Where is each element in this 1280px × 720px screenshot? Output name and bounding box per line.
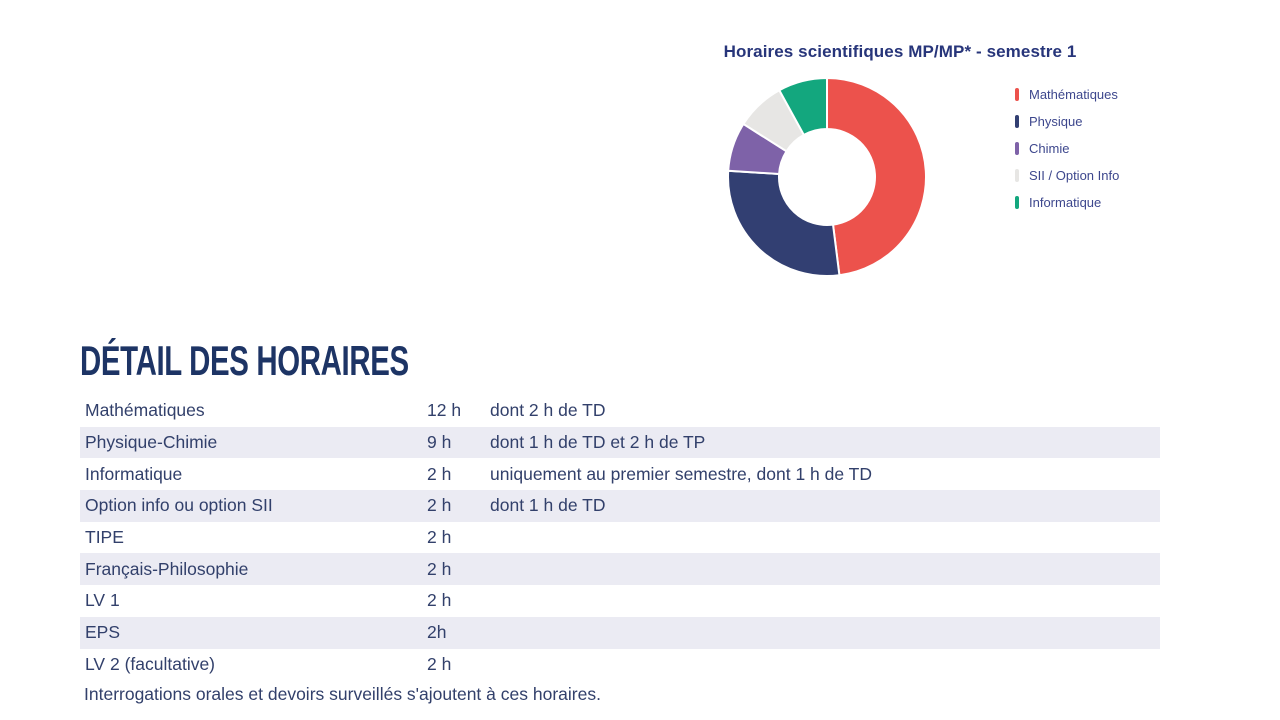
cell-note: dont 1 h de TD — [490, 495, 606, 516]
cell-subject: EPS — [85, 622, 121, 643]
cell-note: dont 2 h de TD — [490, 400, 606, 421]
legend-marker-icon — [1015, 195, 1019, 209]
cell-subject: LV 2 (facultative) — [85, 653, 216, 674]
cell-subject: LV 1 — [85, 590, 120, 611]
legend-label: Mathématiques — [1029, 86, 1118, 102]
legend-label: Chimie — [1029, 140, 1070, 156]
legend-item: Mathématiques — [1015, 86, 1119, 102]
donut-chart — [727, 76, 927, 277]
legend-item: Informatique — [1015, 194, 1119, 210]
table-row: Français-Philosophie 2 h — [80, 553, 1160, 586]
cell-subject: Option info ou option SII — [85, 495, 273, 516]
cell-hours: 2 h — [427, 527, 452, 548]
cell-hours: 2 h — [427, 463, 452, 484]
donut-slice-2 — [727, 169, 841, 277]
legend-label: SII / Option Info — [1029, 167, 1120, 183]
table-row: Mathématiques 12 h dont 2 h de TD — [80, 395, 1160, 427]
donut-slice-5 — [777, 76, 828, 137]
legend-marker-icon — [1015, 87, 1019, 101]
table-row: Physique-Chimie 9 h dont 1 h de TD et 2 h … — [80, 426, 1160, 459]
cell-hours: 2 h — [427, 558, 452, 579]
cell-hours: 2 h — [427, 590, 452, 611]
legend-item: Chimie — [1015, 140, 1119, 156]
legend-marker-icon — [1015, 168, 1019, 182]
cell-hours: 2 h — [427, 495, 452, 516]
chart-legend: Mathématiques Physique Chimie SII / Option … — [1015, 87, 1119, 222]
cell-hours: 12 h — [427, 400, 462, 421]
table-row: TIPE 2 h — [80, 522, 1160, 554]
table-row: EPS 2h — [80, 616, 1160, 649]
cell-subject: TIPE — [85, 527, 124, 548]
cell-note: dont 1 h de TD et 2 h de TP — [490, 432, 706, 453]
cell-hours: 2h — [427, 622, 447, 643]
donut-chart-container — [721, 71, 933, 283]
donut-slice-1 — [826, 76, 927, 277]
cell-hours: 9 h — [427, 432, 452, 453]
chart-title: Horaires scientifiques MP/MP* - semestre… — [723, 42, 1077, 61]
section-heading: DÉTAIL DES HORAIRES — [80, 337, 409, 384]
cell-hours: 2 h — [427, 653, 452, 674]
cell-subject: Physique-Chimie — [85, 432, 218, 453]
legend-marker-icon — [1015, 141, 1019, 155]
cell-subject: Mathématiques — [85, 400, 205, 421]
table-row: Option info ou option SII 2 h dont 1 h de … — [80, 490, 1160, 522]
table-row: Informatique 2 h uniquement au premier sem… — [80, 458, 1160, 490]
cell-subject: Informatique — [85, 463, 183, 484]
legend-item: Physique — [1015, 113, 1119, 129]
legend-item: SII / Option Info — [1015, 167, 1120, 183]
table-row: LV 2 (facultative) 2 h — [80, 649, 1160, 681]
cell-note: uniquement au premier semestre, dont 1 h… — [490, 463, 872, 484]
table-footer-note: Interrogations orales et devoirs surveil… — [84, 684, 601, 704]
hours-table: Mathématiques 12 h dont 2 h de TD Physique-… — [80, 395, 1160, 680]
legend-marker-icon — [1015, 114, 1019, 128]
table-row: LV 1 2 h — [80, 585, 1160, 617]
legend-label: Physique — [1029, 113, 1083, 129]
legend-label: Informatique — [1029, 194, 1102, 210]
cell-subject: Français-Philosophie — [85, 558, 249, 579]
